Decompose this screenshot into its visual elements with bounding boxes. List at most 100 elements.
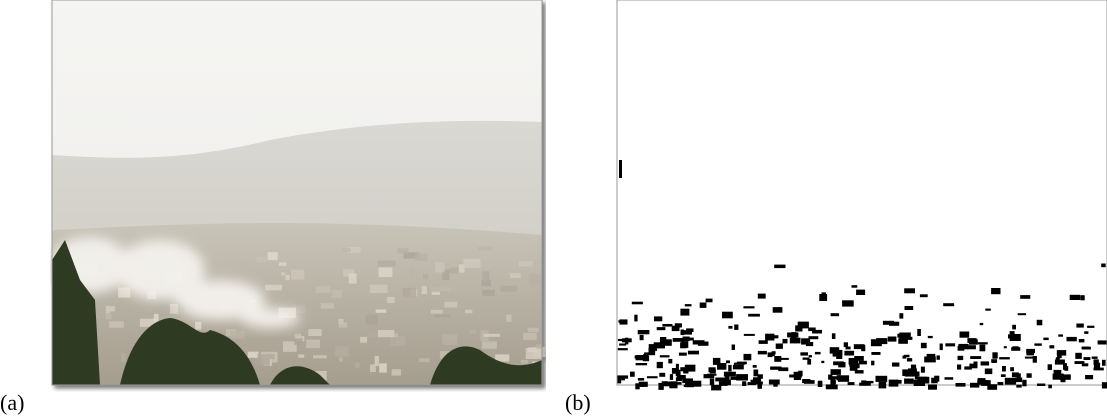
mask-pixel bbox=[871, 339, 882, 346]
mask-pixel bbox=[1082, 363, 1089, 366]
mask-pixel bbox=[876, 376, 888, 382]
mask-pixel bbox=[798, 322, 809, 329]
mask-pixel bbox=[1084, 357, 1091, 360]
mask-pixel bbox=[1048, 364, 1052, 370]
mask-pixel bbox=[967, 338, 976, 343]
mask-pixel bbox=[1004, 346, 1007, 348]
mask-pixel bbox=[1025, 357, 1034, 359]
mask-pixel bbox=[670, 374, 673, 380]
building bbox=[376, 310, 387, 313]
mask-pixel bbox=[680, 309, 689, 316]
building bbox=[390, 336, 406, 346]
mask-pixel bbox=[713, 358, 721, 365]
building bbox=[230, 331, 244, 339]
building bbox=[519, 261, 533, 266]
mask-pixel bbox=[897, 380, 902, 384]
mask-pixel bbox=[1079, 339, 1085, 342]
mask-pixel bbox=[1043, 338, 1048, 341]
building bbox=[335, 346, 349, 356]
mask-pixel bbox=[980, 323, 984, 325]
mask-pixel bbox=[617, 375, 628, 378]
mask-pixel bbox=[1076, 324, 1083, 328]
mask-pixel bbox=[683, 369, 688, 373]
mask-pixel bbox=[844, 351, 854, 356]
mask-pixel bbox=[1018, 378, 1022, 381]
mask-pixel bbox=[1082, 347, 1090, 350]
mask-pixel bbox=[679, 353, 687, 356]
building bbox=[482, 290, 495, 296]
mask-pixel bbox=[883, 321, 894, 325]
mask-pixel bbox=[744, 334, 755, 336]
mask-pixel bbox=[975, 356, 982, 359]
mask-pixel bbox=[622, 338, 632, 342]
mask-pixel bbox=[809, 355, 812, 357]
mask-pixel bbox=[639, 382, 648, 387]
mask-pixel bbox=[937, 355, 940, 359]
building bbox=[109, 321, 124, 327]
mask-pixel bbox=[831, 380, 836, 384]
mask-pixel bbox=[974, 362, 978, 368]
mask-pixel bbox=[1101, 264, 1106, 268]
mask-pixel bbox=[832, 333, 836, 339]
mask-pixel bbox=[981, 380, 991, 386]
mask-pixel bbox=[726, 360, 730, 363]
mask-pixel bbox=[899, 333, 911, 340]
mask-pixel bbox=[649, 348, 656, 353]
mask-pixel bbox=[734, 325, 738, 330]
mask-pixel bbox=[838, 362, 845, 367]
mask-pixel bbox=[754, 370, 759, 377]
building bbox=[195, 322, 201, 330]
mask-pixel bbox=[759, 340, 768, 344]
mask-pixel bbox=[1085, 375, 1093, 379]
building bbox=[279, 262, 287, 266]
mask-pixel bbox=[742, 381, 746, 386]
building bbox=[257, 257, 267, 263]
mask-pixel bbox=[978, 342, 988, 344]
building bbox=[339, 322, 347, 327]
mask-pixel bbox=[1027, 373, 1032, 378]
mask-pixel bbox=[1010, 331, 1015, 337]
mask-pixel bbox=[800, 352, 808, 355]
mask-pixel bbox=[730, 377, 740, 380]
mask-pixel bbox=[619, 160, 622, 178]
mask-pixel bbox=[943, 303, 954, 306]
building bbox=[422, 286, 427, 294]
building bbox=[445, 302, 458, 308]
mask-pixel bbox=[902, 369, 913, 376]
mask-pixel bbox=[770, 367, 781, 370]
building bbox=[394, 333, 398, 337]
mask-pixel bbox=[683, 337, 690, 342]
building bbox=[523, 333, 537, 340]
mask-pixel bbox=[1016, 385, 1021, 388]
mask-pixel bbox=[1012, 372, 1019, 377]
mask-pixel bbox=[964, 366, 972, 369]
panel-label: (b) bbox=[565, 390, 591, 416]
mask-pixel bbox=[999, 357, 1010, 359]
building bbox=[360, 337, 367, 343]
mask-pixel bbox=[921, 343, 927, 348]
mask-pixel bbox=[844, 342, 848, 347]
building bbox=[439, 280, 455, 289]
building bbox=[528, 328, 539, 332]
mask-pixel bbox=[710, 379, 714, 386]
mask-pixel bbox=[905, 306, 914, 310]
building bbox=[366, 315, 378, 325]
building bbox=[392, 369, 402, 375]
mask-pixel bbox=[1010, 367, 1014, 371]
building bbox=[506, 315, 511, 322]
mask-pixel bbox=[776, 344, 783, 349]
mask-pixel bbox=[956, 383, 966, 387]
building bbox=[423, 274, 428, 279]
mask-pixel bbox=[728, 365, 731, 372]
mask-pixel bbox=[657, 327, 666, 330]
mask-pixel bbox=[698, 342, 709, 346]
mask-pixel bbox=[728, 326, 732, 329]
mask-pixel bbox=[743, 306, 754, 308]
mask-pixel bbox=[707, 374, 717, 376]
mask-pixel bbox=[783, 339, 788, 344]
mask-pixel bbox=[682, 378, 693, 383]
binary-mask-image bbox=[615, 0, 1107, 392]
mask-pixel bbox=[809, 336, 819, 339]
mask-pixel bbox=[654, 316, 662, 321]
mask-pixel bbox=[1057, 353, 1062, 358]
